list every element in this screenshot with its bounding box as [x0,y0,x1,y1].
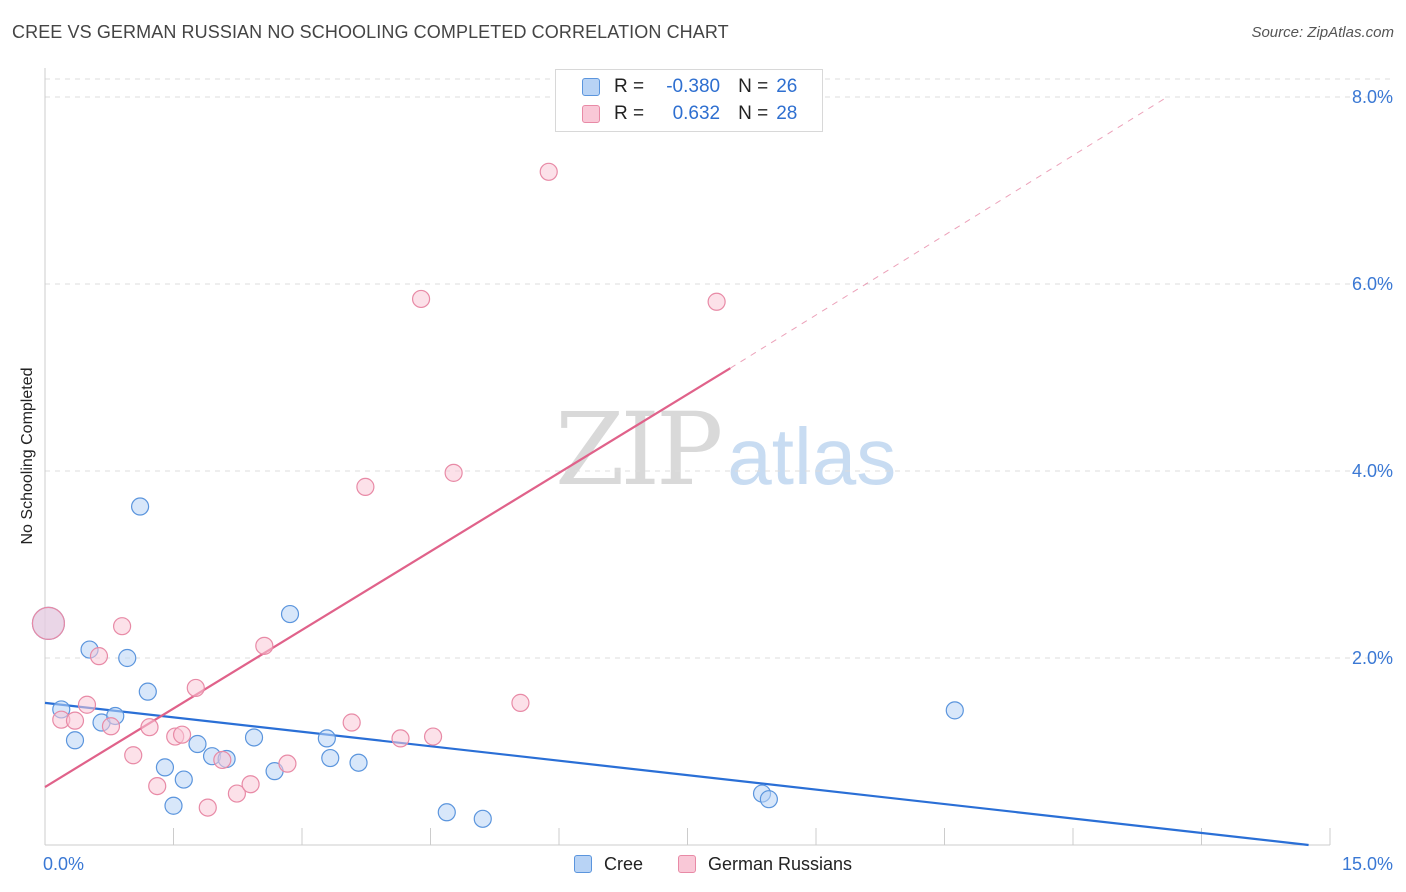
german-russians-point [423,727,443,746]
r-value: 0.632 [672,103,721,124]
cree-point [321,748,340,768]
legend-item-cree: Cree [574,852,643,876]
cree-swatch [582,78,600,96]
x-tick-labels: 0.0% 15.0% [43,854,1393,874]
german-russians-point [148,776,167,796]
cree-point [437,803,456,822]
german-russians-point [124,746,143,765]
watermark-atlas: atlas [727,412,897,501]
gridlines [45,78,1395,659]
y-tick-label: 8.0% [1352,87,1393,107]
y-tick-labels: 2.0% 4.0% 6.0% 8.0% [1352,87,1393,668]
cree-point [188,734,207,754]
german-russians-swatch [582,105,600,123]
german-russians-point [444,463,463,482]
german-russians-point [539,162,558,181]
cree-point [759,790,778,809]
watermark-zip: ZIP [555,391,723,508]
cree-point [130,497,150,516]
x-tick-label: 15.0% [1342,854,1393,874]
german-russians-point [77,695,97,714]
y-tick-label: 4.0% [1352,461,1393,481]
cree-point [65,731,85,750]
german-russians-point [186,678,205,698]
cree-point [138,682,157,701]
cree-point [164,796,183,815]
german-russians-point [213,750,232,770]
chart-title: CREE VS GERMAN RUSSIAN NO SCHOOLING COMP… [12,22,729,42]
source-label: Source: ZipAtlas.com [1251,24,1394,41]
legend-row-german-russians: R = 0.632 N = 28 [582,102,797,126]
x-ticks [173,828,1331,845]
axes [44,68,1330,846]
n-label: N = [738,103,769,124]
german-russians-swatch [678,855,696,873]
n-value: 28 [776,103,798,124]
german-russians-point [65,711,85,730]
german-russians-trend-line [44,367,731,788]
x-tick-label: 0.0% [43,854,84,874]
y-tick-label: 2.0% [1352,648,1393,668]
trend-lines [44,96,1309,847]
r-value: -0.380 [666,76,721,97]
german-russians-point [391,729,410,748]
german-russians-point [227,784,246,803]
german-russians-point [342,713,361,732]
y-tick-label: 6.0% [1352,274,1393,294]
german-russians-point [707,292,726,311]
stats-legend: R = -0.380 N = 26 R = 0.632 N = 28 [555,69,823,132]
n-value: 26 [776,76,798,97]
legend-label: German Russians [708,853,853,874]
german-russians-point [255,636,274,655]
n-label: N = [738,76,769,97]
legend-row-cree: R = -0.380 N = 26 [582,75,797,99]
german-russians-point [89,647,109,666]
cree-trend-line [44,701,1309,847]
r-label: R = [614,103,645,124]
watermark: ZIP atlas [555,400,896,507]
german-russians-trend-extension [730,96,1168,369]
cree-point [473,809,492,828]
cree-point [174,770,193,789]
cree-point [349,753,368,772]
german-russians-point [31,606,66,641]
r-label: R = [614,76,645,97]
german-russians-point [172,725,192,744]
cree-point [118,648,137,668]
german-russians-point [241,775,260,794]
cree-point [317,729,336,748]
legend-item-german-russians: German Russians [678,852,852,876]
legend-label: Cree [604,853,644,874]
y-axis-label: No Schooling Completed [19,367,36,545]
german-russians-point [356,477,375,496]
german-russians-point [278,754,297,773]
german-russians-point [112,617,132,636]
cree-point [945,701,964,720]
cree-point [244,728,264,747]
german-russians-point [198,798,217,817]
cree-point [280,604,300,624]
german-russians-point [140,718,159,737]
cree-swatch [574,855,592,873]
data-points [31,162,964,828]
german-russians-point [511,693,530,712]
german-russians-point [411,289,431,309]
german-russians-point [101,717,121,736]
cree-point [155,758,175,777]
